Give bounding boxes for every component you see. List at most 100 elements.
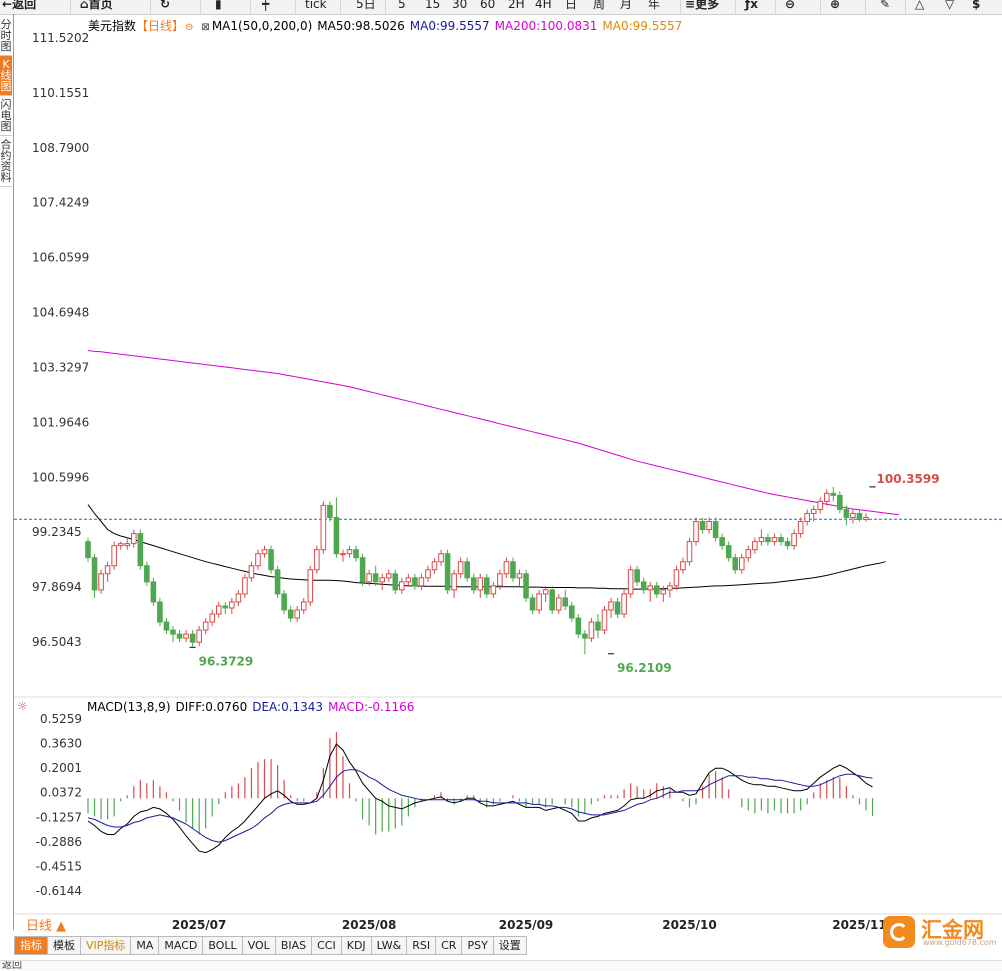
candle-body	[215, 605, 222, 615]
macd-y-tick: -0.4515	[36, 859, 82, 873]
toolbar-btn-15[interactable]: 15	[425, 0, 440, 13]
toolbar-home-icon[interactable]: ⌂首页	[80, 0, 113, 13]
candle-body	[856, 512, 863, 520]
toolbar-label: 5日	[356, 0, 376, 11]
candle-body	[863, 516, 869, 520]
toolbar-btn-年[interactable]: 年	[648, 0, 660, 13]
candle-body	[719, 537, 725, 547]
period-selector[interactable]: 日线 ▲	[26, 919, 67, 934]
candle-body	[699, 521, 706, 531]
toolbar-zoom-in-icon[interactable]: ⊕	[830, 0, 840, 13]
toolbar-btn-日[interactable]: 日	[565, 0, 577, 13]
price-panel: 111.5202 110.1551 108.7900 107.4249 106.0599…	[14, 31, 1002, 698]
legend-title: 美元指数	[88, 19, 137, 33]
draw-pen-icon: ✎	[880, 0, 891, 11]
side-nav-kline[interactable]: K线图	[0, 56, 12, 96]
indicator-tab-vip指标[interactable]: VIP指标	[81, 936, 132, 955]
candle-body	[810, 508, 817, 514]
candle-body	[778, 537, 784, 543]
indicator-tab-设置[interactable]: 设置	[493, 936, 527, 955]
settings-circle-icon[interactable]: ⊖	[185, 22, 194, 33]
indicator-tab-psy[interactable]: PSY	[462, 936, 494, 955]
candle-body	[667, 585, 673, 591]
indicator-tab-bias[interactable]: BIAS	[275, 936, 313, 955]
toolbar-bar-chart-icon[interactable]: ▮	[215, 0, 222, 13]
indicator-toggle-icon[interactable]: ⊠	[201, 22, 210, 33]
toolbar-back-arrow-icon[interactable]: ←返回	[2, 0, 36, 13]
toolbar-separator	[150, 0, 151, 14]
candle-body	[98, 573, 104, 591]
toolbar-zoom-out-icon[interactable]: ⊖	[785, 0, 795, 13]
indicator-tab-ma[interactable]: MA	[131, 936, 160, 955]
indicator-tab-boll[interactable]: BOLL	[203, 936, 243, 955]
toolbar-separator	[865, 0, 866, 14]
candle-body	[621, 593, 627, 615]
candle-body	[130, 533, 137, 545]
toolbar-refresh-icon[interactable]: ↻	[160, 0, 170, 13]
indicator-tab-vol[interactable]: VOL	[242, 936, 276, 955]
toolbar-candlestick-icon[interactable]: ┿	[262, 0, 269, 13]
indicator-tab-kdj[interactable]: KDJ	[341, 936, 372, 955]
price-y-tick: 97.8694	[32, 580, 82, 594]
time-tick-label: 2025/07	[172, 918, 226, 930]
legend-ma0-b: MA0:99.5557	[602, 19, 683, 33]
indicator-tab-macd[interactable]: MACD	[159, 936, 204, 955]
candle-body	[732, 557, 739, 571]
candle-body	[797, 521, 804, 535]
toolbar-btn-4H[interactable]: 4H	[535, 0, 552, 13]
triangle-down-icon: ▽	[945, 0, 955, 11]
zoom-in-icon: ⊕	[830, 0, 841, 11]
macd-y-tick: -0.2886	[36, 835, 82, 849]
toolbar-btn-周[interactable]: 周	[593, 0, 605, 13]
toolbar-btn-2H[interactable]: 2H	[508, 0, 525, 13]
indicator-tab-rsi[interactable]: RSI	[407, 936, 437, 955]
toolbar-label: 15	[425, 0, 441, 11]
indicator-tab-lw&[interactable]: LW&	[371, 936, 408, 955]
candle-body	[627, 569, 634, 595]
macd-y-tick: 0.5259	[40, 712, 82, 726]
toolbar-label: 60	[480, 0, 496, 11]
toolbar-btn-月[interactable]: 月	[620, 0, 632, 13]
bottom-bar: 返回	[0, 960, 1002, 971]
indicator-tab-cci[interactable]: CCI	[312, 936, 342, 955]
indicator-tab-模板[interactable]: 模板	[48, 936, 81, 955]
candle-body	[823, 492, 830, 502]
toolbar-btn-5[interactable]: 5	[398, 0, 406, 13]
toolbar-function-icon[interactable]: ƒx	[745, 0, 758, 13]
candle-body	[183, 633, 189, 639]
candle-body	[549, 589, 555, 611]
chart-canvas[interactable]: 111.5202 110.1551 108.7900 107.4249 106.0599…	[0, 0, 1002, 930]
side-nav-flash[interactable]: 闪电图	[0, 96, 12, 136]
candle-body	[843, 508, 850, 518]
toolbar-menu-icon[interactable]: ≡更多	[685, 0, 719, 13]
bottom-back-link[interactable]: 返回	[2, 960, 22, 971]
macd-legend-dea: DEA:0.1343	[252, 700, 324, 714]
candle-body	[307, 569, 314, 603]
candle-body	[91, 557, 98, 591]
price-y-tick: 99.2345	[32, 525, 82, 539]
indicator-tab-指标[interactable]: 指标	[14, 936, 48, 955]
toolbar-separator	[70, 0, 71, 14]
toolbar-btn-tick[interactable]: tick	[305, 0, 327, 13]
toolbar-btn-60[interactable]: 60	[480, 0, 495, 13]
indicator-tab-cr[interactable]: CR	[436, 936, 463, 955]
toolbar-separator	[295, 0, 296, 14]
side-nav-contract-info[interactable]: 合约资料	[0, 136, 12, 187]
macd-y-tick: 0.0372	[40, 786, 82, 800]
toolbar-draw-pen-icon[interactable]: ✎	[880, 0, 890, 13]
candle-body	[111, 545, 117, 567]
toolbar-btn-5日[interactable]: 5日	[356, 0, 376, 13]
toolbar-triangle-up-icon[interactable]: △	[915, 0, 924, 13]
candle-body	[399, 581, 405, 591]
toolbar-triangle-down-icon[interactable]: ▽	[945, 0, 954, 13]
candle-body	[503, 561, 510, 575]
candle-body	[484, 577, 490, 595]
toolbar-btn-30[interactable]: 30	[452, 0, 467, 13]
candle-body	[124, 543, 131, 547]
toolbar-dollar-icon[interactable]: $	[972, 0, 980, 13]
price-y-tick: 101.9646	[32, 415, 89, 429]
toolbar-label: 周	[593, 0, 606, 11]
macd-settings-icon[interactable]: ☼	[17, 699, 28, 713]
side-nav-intraday[interactable]: 分时图	[0, 16, 12, 56]
legend-ma200: MA200:100.0831	[494, 19, 598, 33]
